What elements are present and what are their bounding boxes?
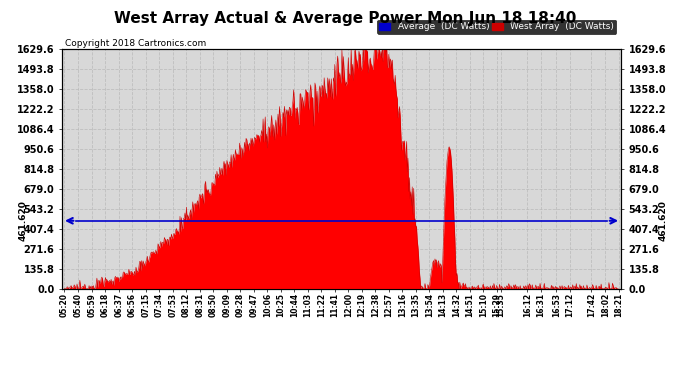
Text: Copyright 2018 Cartronics.com: Copyright 2018 Cartronics.com bbox=[65, 39, 206, 48]
Text: 461.620: 461.620 bbox=[19, 200, 28, 241]
Text: 461.620: 461.620 bbox=[658, 200, 667, 241]
Legend: Average  (DC Watts), West Array  (DC Watts): Average (DC Watts), West Array (DC Watts… bbox=[377, 20, 616, 34]
Text: West Array Actual & Average Power Mon Jun 18 18:40: West Array Actual & Average Power Mon Ju… bbox=[114, 11, 576, 26]
